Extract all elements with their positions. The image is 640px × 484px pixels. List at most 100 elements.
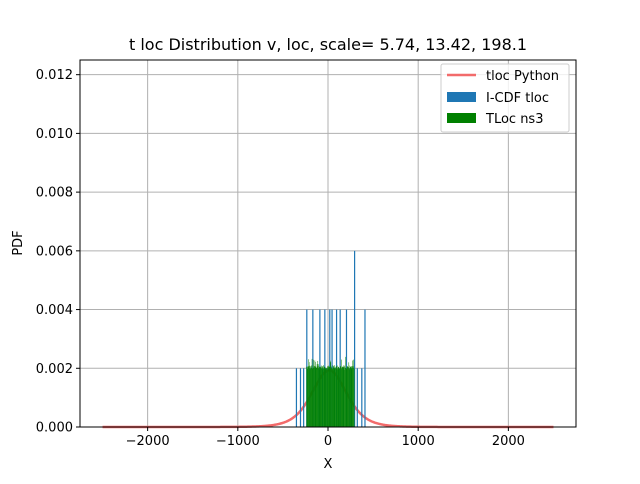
ns3-bar [352, 366, 353, 427]
ns3-bar [340, 366, 341, 427]
ns3-bar [324, 369, 326, 427]
ns3-bar [313, 367, 315, 427]
ns3-bar [334, 369, 335, 427]
ns3-bar [326, 367, 328, 427]
ns3-bar [350, 367, 351, 427]
ns3-bar [322, 368, 324, 427]
ns3-bar [331, 368, 333, 427]
ns3-bar [311, 358, 313, 427]
legend-swatch-icdf-tloc [447, 92, 476, 102]
ns3-bar [307, 366, 308, 427]
ns3-bar [312, 368, 313, 427]
ns3-bar [308, 366, 309, 427]
ns3-bar [333, 367, 335, 427]
y-tick-label: 0.000 [36, 421, 73, 436]
ns3-bar [346, 368, 347, 427]
y-tick-label: 0.010 [36, 127, 73, 142]
ns3-bar [330, 366, 332, 427]
ns3-bar [322, 366, 323, 427]
y-tick-label: 0.012 [36, 68, 73, 83]
ns3-bar [340, 359, 342, 427]
ns3-bar [346, 366, 348, 427]
y-tick-label: 0.008 [36, 186, 73, 201]
ns3-bar [324, 367, 325, 427]
ns3-bar [318, 366, 320, 427]
chart-title: t loc Distribution v, loc, scale= 5.74, … [129, 35, 527, 54]
ns3-bar [334, 366, 336, 427]
ns3-bar [319, 366, 320, 427]
icdf-bar [299, 368, 302, 427]
icdf-bar [345, 309, 348, 427]
ns3-bar [306, 366, 307, 427]
ns3-bar [350, 367, 352, 427]
ns3-bar [348, 362, 350, 427]
ns3-bar [324, 366, 325, 427]
legend-label-tloc-python: tloc Python [486, 69, 559, 84]
ns3-bar [321, 368, 322, 427]
ns3-bar [342, 366, 343, 427]
ns3-bar [337, 369, 338, 427]
ns3-bar [327, 366, 328, 427]
ns3-bar [316, 367, 317, 427]
ns3-bar [318, 364, 319, 427]
ns3-bar [319, 369, 321, 427]
ns3-bar [316, 364, 318, 427]
ns3-bar [347, 366, 348, 427]
ns3-bar [315, 361, 316, 427]
ns3-bar [315, 366, 317, 427]
tick-layer: −2000 −1000 0 1000 2000 0.000 0.002 0.004 0.006 0… [36, 68, 525, 449]
icdf-bar [361, 368, 363, 427]
x-tick-label: 2000 [492, 434, 525, 449]
ns3-bar [342, 367, 344, 427]
ns3-bar [317, 368, 319, 427]
ns3-bar [351, 368, 352, 427]
ns3-bar [310, 368, 312, 427]
ns3-bar [306, 366, 308, 427]
ns3-bar [312, 369, 313, 427]
ns3-bar [341, 367, 343, 427]
ns3-bar [326, 368, 327, 427]
icdf-bar [354, 250, 356, 427]
ns3-bar [333, 367, 334, 427]
icdf-bar [295, 368, 298, 427]
ns3-bar [325, 367, 326, 427]
ns3-bar [314, 367, 315, 427]
ns3-bar [317, 366, 318, 427]
ns3-bar [312, 365, 314, 427]
ns3-bar [316, 367, 317, 427]
ns3-bar [327, 366, 329, 427]
ns3-bar [343, 366, 345, 427]
ns3-bar [338, 366, 339, 427]
ns3-bar [320, 366, 321, 427]
y-axis-label: PDF [11, 230, 26, 255]
ns3-bar [333, 366, 334, 427]
ns3-bar [325, 368, 326, 427]
ns3-bar [348, 366, 349, 427]
y-tick-label: 0.002 [36, 362, 73, 377]
ns3-bar [314, 360, 316, 427]
ns3-bar [315, 366, 316, 427]
ns3-bar-layer [306, 356, 355, 427]
ns3-bar [320, 367, 322, 427]
ns3-bar [338, 367, 339, 427]
ns3-bar [321, 365, 323, 427]
ns3-bar [349, 368, 351, 427]
ns3-bar [351, 366, 352, 427]
ns3-bar [332, 369, 333, 427]
ns3-bar [329, 366, 330, 427]
ns3-bar [323, 368, 325, 427]
ns3-bar [339, 368, 340, 427]
ns3-bar [352, 365, 354, 427]
ns3-bar [345, 356, 346, 427]
ns3-bar [311, 367, 312, 427]
ns3-bar [339, 366, 341, 427]
ns3-bar [331, 368, 332, 427]
ns3-bar [353, 359, 354, 427]
ns3-bar [330, 362, 332, 427]
ns3-bar [345, 367, 347, 427]
ns3-bar [347, 366, 348, 427]
ns3-bar [328, 365, 329, 427]
icdf-bar [319, 309, 321, 427]
ns3-bar [340, 366, 342, 427]
